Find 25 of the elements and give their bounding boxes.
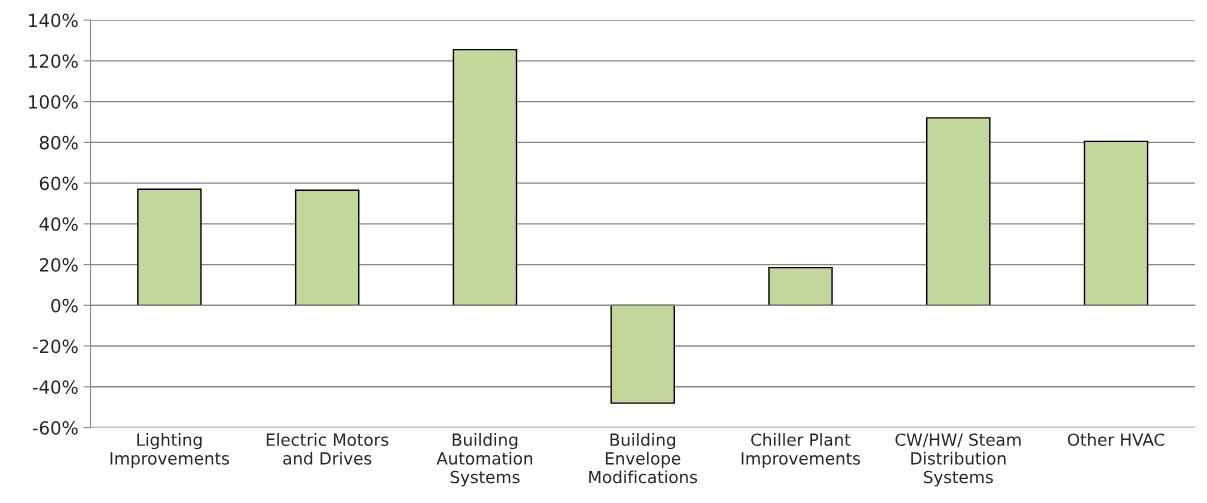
x-tick-label: CW/HW/ Steam Distribution Systems (895, 433, 1021, 487)
bar (610, 304, 675, 404)
bar (452, 48, 518, 307)
bar (1083, 140, 1149, 307)
x-tick-label: Chiller Plant Improvements (741, 433, 861, 468)
y-tick-label: 100% (29, 95, 78, 109)
y-tick-label: 140% (29, 13, 78, 28)
y-tick-label: 20% (39, 258, 78, 272)
x-tick-label: Building Automation Systems (436, 433, 533, 487)
x-tick-label: Other HVAC (1067, 433, 1165, 447)
y-tick-label: 0% (51, 298, 78, 313)
y-tick-label: -20% (32, 339, 78, 354)
x-tick-label: Lighting Improvements (110, 433, 229, 468)
bar (768, 266, 833, 307)
x-tick-label: Building Envelope Modifications (589, 433, 698, 484)
y-tick-label: 40% (39, 217, 78, 231)
y-tick-label: -60% (32, 421, 78, 435)
y-tick-label: 60% (39, 176, 78, 191)
y-tick-label: -40% (32, 380, 78, 394)
bar (294, 189, 360, 307)
y-tick-label: 80% (39, 135, 78, 150)
x-tick-label: Electric Motors and Drives (266, 433, 389, 465)
bar (137, 188, 202, 307)
y-tick-label: 120% (29, 54, 78, 68)
bar (926, 117, 991, 307)
